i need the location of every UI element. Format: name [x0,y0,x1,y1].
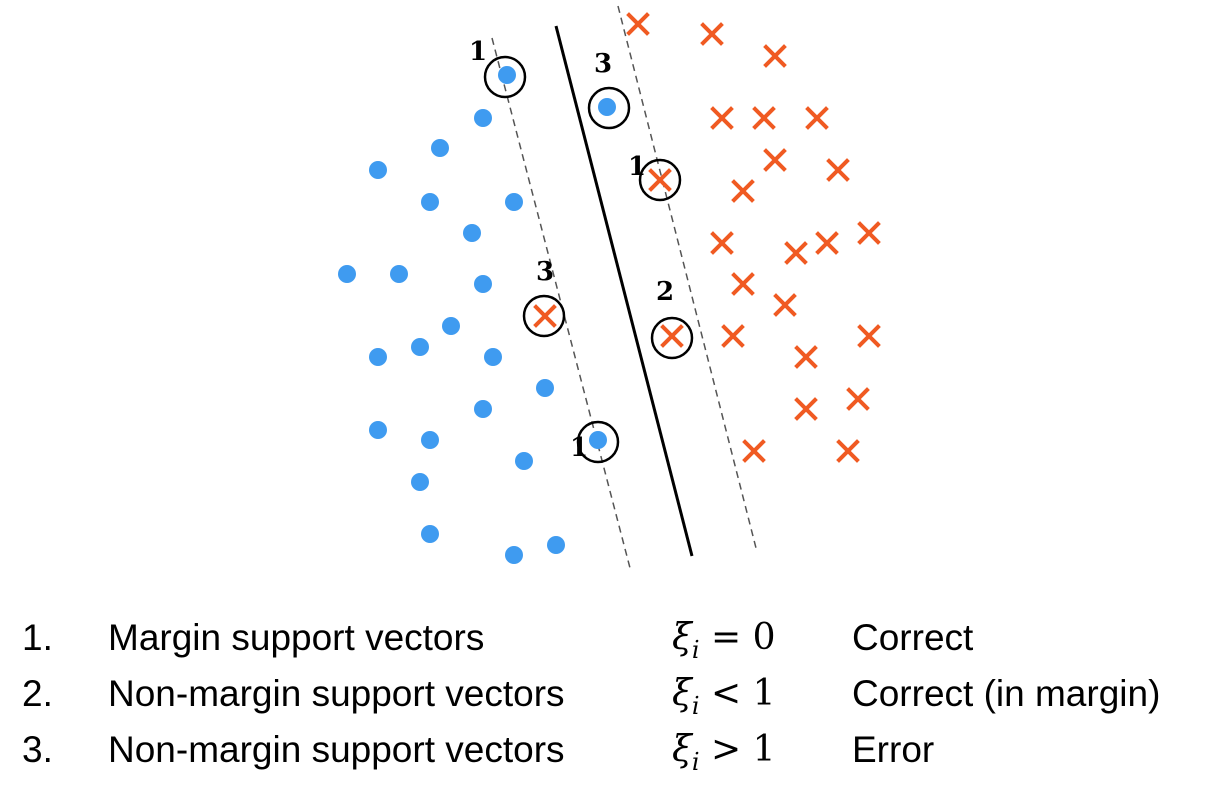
condition-relation: > 1 [710,729,776,770]
legend-number: 3. [22,729,53,770]
legend: 1. Margin support vectors ξi = 0 Correct… [0,610,1226,790]
positive-class-point [411,338,429,356]
positive-class-point [369,421,387,439]
xi-subscript: i [691,748,700,776]
positive-class-point [589,431,607,449]
negative-class-point [773,293,797,317]
positive-class-point [442,317,460,335]
legend-number: 1. [22,617,53,658]
negative-class-point [533,304,557,328]
support-vector-circle [650,316,694,360]
negative-class-point [815,231,839,255]
negative-class-point [731,272,755,296]
negative-class-point [857,221,881,245]
negative-class-point [700,22,724,46]
decision-boundary [554,25,694,557]
support-vector-label: 2 [656,277,674,307]
support-vector-label: 1 [469,37,487,67]
negative-class-point [836,439,860,463]
condition-relation: < 1 [710,673,776,714]
positive-class-point [369,348,387,366]
positive-class-point [421,193,439,211]
positive-class-point [421,431,439,449]
negative-class-point [710,106,734,130]
legend-condition: ξi < 1 [672,666,775,725]
legend-description: Margin support vectors [108,617,485,658]
xi-symbol: ξ [672,673,692,714]
negative-class-point [660,324,684,348]
positive-class-point [547,536,565,554]
positive-class-point [536,379,554,397]
legend-result: Error [852,729,935,770]
positive-class-point [515,452,533,470]
margin-boundary-left [491,37,631,569]
support-vector-label: 3 [536,257,554,287]
positive-class-point [474,109,492,127]
positive-class-point [369,161,387,179]
negative-class-point [784,241,808,265]
positive-class-point [598,98,616,116]
positive-class-point [505,546,523,564]
xi-symbol: ξ [672,617,692,658]
legend-result: Correct (in margin) [852,673,1161,714]
positive-class-point [463,224,481,242]
data-points [338,12,881,564]
negative-class-point [857,324,881,348]
negative-class-point [742,439,766,463]
negative-class-point [794,397,818,421]
support-vector-circle [638,158,682,202]
positive-class-point [474,400,492,418]
positive-class-point [390,265,408,283]
positive-class-point [474,275,492,293]
positive-class-point [411,473,429,491]
negative-class-point [721,324,745,348]
support-vector-circles [483,55,694,464]
margin-boundary-right [617,5,757,549]
legend-result: Correct [852,617,974,658]
support-vector-circle [522,294,566,338]
negative-class-point [794,345,818,369]
legend-description: Non-margin support vectors [108,673,565,714]
negative-class-point [752,106,776,130]
support-vector-circle [483,55,527,99]
positive-class-point [498,66,516,84]
support-vector-circle [587,86,631,130]
support-vector-labels: 1 1 1 2 3 3 [469,37,674,463]
support-vector-label: 3 [594,49,612,79]
condition-relation: = 0 [710,617,776,658]
negative-class-point [826,158,850,182]
xi-symbol: ξ [672,729,692,770]
negative-class-point [846,387,870,411]
legend-condition: ξi > 1 [672,722,775,781]
negative-class-point [710,231,734,255]
legend-condition: ξi = 0 [672,610,775,669]
legend-number: 2. [22,673,53,714]
negative-class-point [763,148,787,172]
negative-class-point [805,106,829,130]
support-vector-label: 1 [628,152,646,182]
negative-class-point [626,12,650,36]
svm-margin-diagram: 1 1 1 2 3 3 [338,5,881,569]
positive-class-point [505,193,523,211]
negative-class-point [731,179,755,203]
positive-class-point [431,139,449,157]
xi-subscript: i [691,636,700,664]
positive-class-point [484,348,502,366]
negative-class-point [648,168,672,192]
positive-class-point [421,525,439,543]
positive-class-point [338,265,356,283]
xi-subscript: i [691,692,700,720]
legend-description: Non-margin support vectors [108,729,565,770]
negative-class-point [763,44,787,68]
support-vector-circle [576,420,620,464]
support-vector-label: 1 [570,433,588,463]
